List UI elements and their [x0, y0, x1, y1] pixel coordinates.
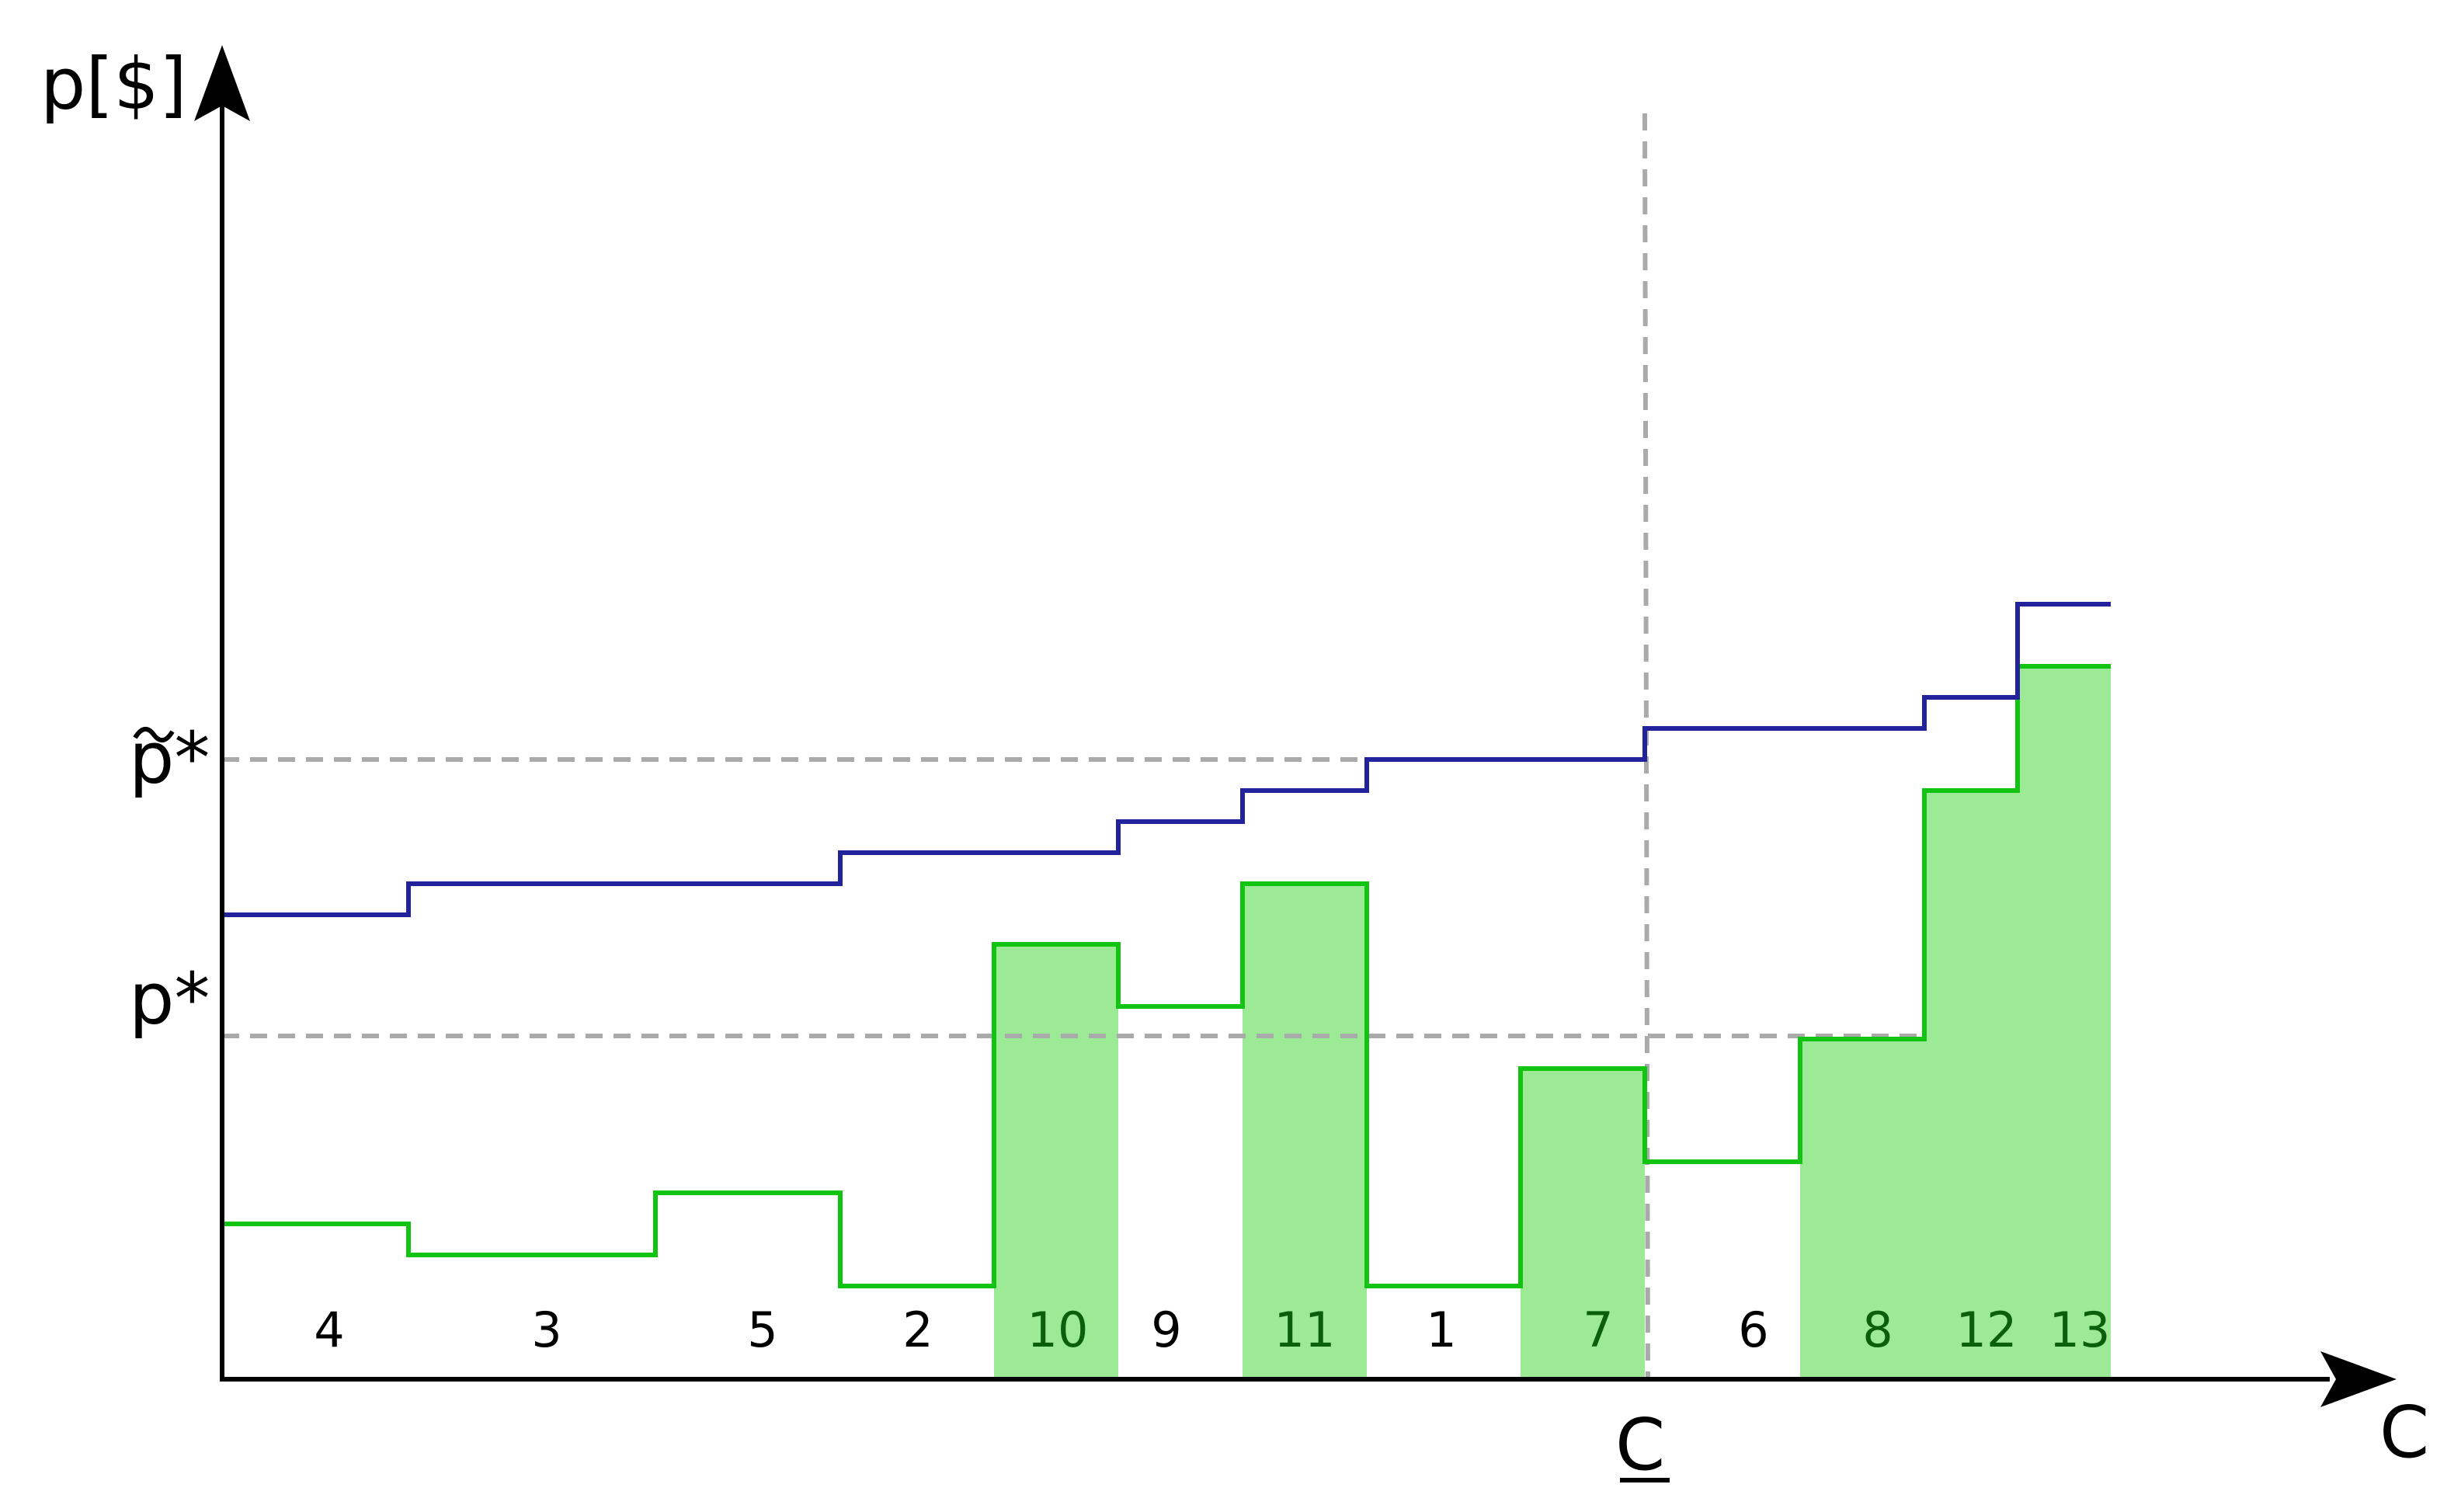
segment-label-5: 5: [747, 1302, 777, 1358]
c-threshold-guide: [1642, 113, 1650, 1380]
c-threshold-label: C: [1615, 1403, 1665, 1486]
segment-label-13: 13: [2049, 1302, 2111, 1358]
segment-label-4: 4: [314, 1302, 344, 1358]
segment-label-12: 12: [1956, 1302, 2018, 1358]
p-star-label: p*: [129, 958, 210, 1041]
segment-label-11: 11: [1274, 1302, 1336, 1358]
supply-step-line: [222, 602, 2111, 917]
segment-label-7: 7: [1583, 1302, 1613, 1358]
tilde-mark: [133, 727, 175, 742]
x-axis-arrowhead: [2320, 1351, 2397, 1407]
y-axis-arrowhead: [194, 45, 250, 121]
segment-label-10: 10: [1027, 1302, 1089, 1358]
bid-step-line: [222, 664, 2111, 1288]
segment-labels: 4 3 5 2 10 9 11 1 7 6 8 12 13: [314, 1302, 2110, 1358]
x-axis-label: C: [2379, 1391, 2429, 1474]
segment-label-9: 9: [1151, 1302, 1181, 1358]
segment-label-3: 3: [531, 1302, 561, 1358]
p-tilde-star-marker: p*: [129, 717, 210, 800]
segment-label-1: 1: [1426, 1302, 1456, 1358]
bar-fill-7: [1521, 1069, 1645, 1379]
segment-label-6: 6: [1738, 1302, 1768, 1358]
c-threshold-marker: C: [1615, 1403, 1670, 1486]
segment-label-8: 8: [1862, 1302, 1893, 1358]
y-axis-label: p[$]: [40, 43, 187, 126]
segment-label-2: 2: [902, 1302, 933, 1358]
bar-fill-11: [1243, 884, 1367, 1379]
axes: [194, 45, 2397, 1407]
bar-fill-10: [994, 944, 1118, 1379]
guide-lines: [222, 113, 1924, 1380]
bar-fill-8-12-13: [1800, 666, 2111, 1379]
selected-bars: [994, 666, 2111, 1379]
